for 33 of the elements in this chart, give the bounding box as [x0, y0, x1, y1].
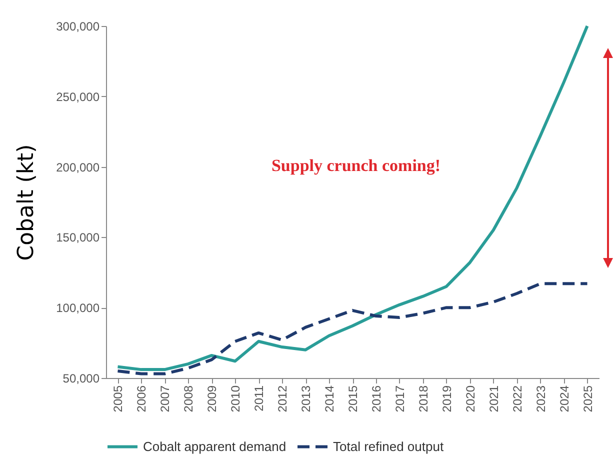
x-tick-label: 2025 — [580, 385, 595, 412]
x-tick-label: 2014 — [322, 385, 337, 412]
x-tick-label: 2009 — [205, 385, 220, 412]
x-tick-label: 2015 — [346, 385, 360, 412]
legend-label: Total refined output — [333, 438, 444, 454]
y-tick-label: 250,000 — [56, 90, 100, 104]
y-tick-label: 300,000 — [56, 20, 100, 34]
x-tick-label: 2013 — [299, 385, 314, 412]
x-tick-label: 2021 — [486, 385, 501, 412]
x-tick-label: 2010 — [228, 385, 243, 412]
x-tick-label: 2024 — [557, 385, 572, 412]
x-tick-label: 2012 — [276, 385, 290, 412]
y-tick-label: 200,000 — [56, 160, 100, 174]
x-tick-label: 2006 — [134, 385, 149, 412]
x-tick-label: 2008 — [182, 385, 196, 412]
y-tick-label: 150,000 — [56, 230, 100, 245]
x-tick-label: 2018 — [416, 385, 430, 412]
y-axis-title: Cobalt (kt) — [14, 144, 40, 261]
x-tick-label: 2023 — [534, 385, 548, 412]
x-tick-label: 2005 — [111, 385, 126, 412]
y-tick-label: 100,000 — [56, 301, 100, 316]
x-tick-label: 2011 — [252, 385, 266, 412]
x-tick-label: 2017 — [392, 385, 407, 412]
y-tick-label: 50,000 — [62, 372, 100, 386]
annotation: Supply crunch coming! — [271, 156, 441, 175]
x-tick-label: 2016 — [369, 385, 384, 412]
line-series — [116, 24, 589, 372]
legend-label: Cobalt apparent demand — [143, 438, 286, 454]
x-tick-label: 2019 — [440, 385, 454, 412]
line-series — [116, 282, 589, 376]
x-tick-label: 2020 — [463, 385, 478, 412]
x-tick-label: 2022 — [510, 385, 524, 412]
x-tick-label: 2007 — [158, 385, 172, 412]
